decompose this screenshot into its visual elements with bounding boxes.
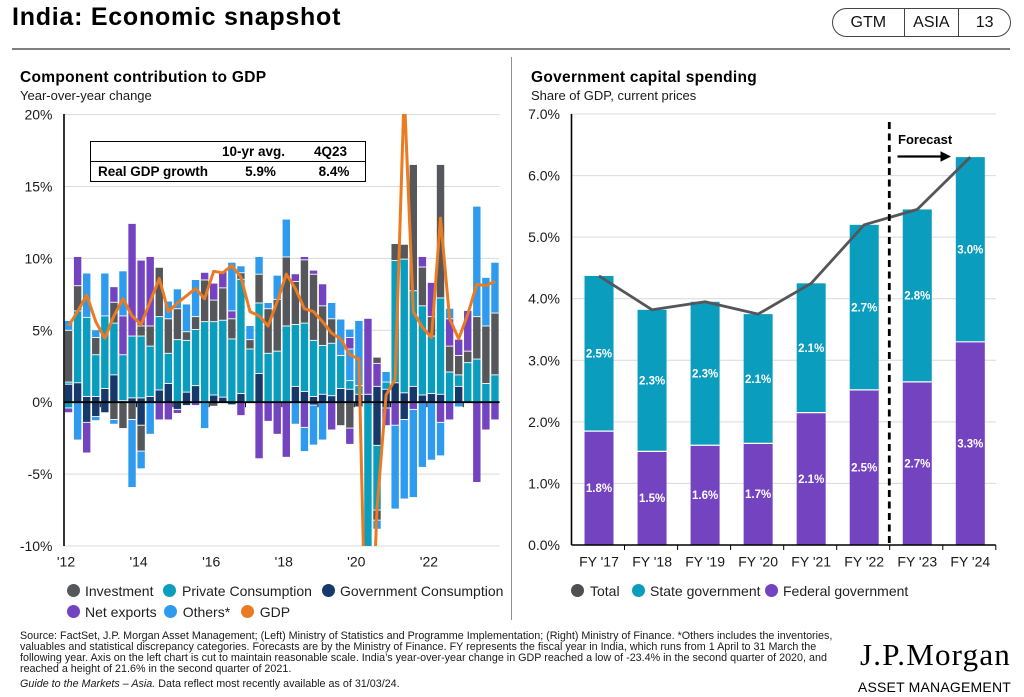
svg-text:1.7%: 1.7% [745,489,771,501]
svg-text:3.0%: 3.0% [957,245,983,257]
svg-text:2.5%: 2.5% [586,349,612,361]
svg-text:FY '18: FY '18 [632,554,672,570]
svg-text:15%: 15% [24,179,52,195]
svg-text:FY '22: FY '22 [844,554,884,570]
svg-text:2.3%: 2.3% [639,376,665,388]
svg-text:5%: 5% [32,322,52,338]
svg-text:FY '17: FY '17 [579,554,619,570]
svg-text:2.1%: 2.1% [798,343,824,355]
svg-text:2.8%: 2.8% [904,291,930,303]
svg-text:2.1%: 2.1% [798,474,824,486]
svg-text:FY '19: FY '19 [685,554,725,570]
svg-text:7.0%: 7.0% [528,106,560,122]
svg-text:FY '24: FY '24 [950,554,990,570]
svg-text:'14: '14 [129,554,147,570]
svg-text:3.3%: 3.3% [957,438,983,450]
svg-text:2.5%: 2.5% [851,462,877,474]
svg-text:-5%: -5% [28,466,53,482]
svg-text:2.7%: 2.7% [851,302,877,314]
svg-text:1.8%: 1.8% [586,483,612,495]
svg-text:1.6%: 1.6% [692,490,718,502]
svg-text:4.0%: 4.0% [528,291,560,307]
svg-text:2.7%: 2.7% [904,458,930,470]
svg-text:3.0%: 3.0% [528,352,560,368]
svg-text:'22: '22 [420,554,438,570]
svg-text:FY '21: FY '21 [791,554,831,570]
svg-text:20%: 20% [24,107,52,123]
svg-text:5.0%: 5.0% [528,229,560,245]
svg-text:FY '23: FY '23 [897,554,937,570]
svg-text:0.0%: 0.0% [528,537,560,553]
svg-text:'12: '12 [57,554,75,570]
svg-text:10%: 10% [24,250,52,266]
svg-text:'16: '16 [202,554,220,570]
svg-text:-10%: -10% [20,538,53,554]
svg-text:1.5%: 1.5% [639,493,665,505]
svg-text:2.1%: 2.1% [745,374,771,386]
svg-text:2.0%: 2.0% [528,414,560,430]
svg-text:0%: 0% [32,394,52,410]
svg-text:'20: '20 [347,554,365,570]
svg-text:2.3%: 2.3% [692,369,718,381]
svg-text:'18: '18 [275,554,293,570]
svg-text:6.0%: 6.0% [528,168,560,184]
svg-text:1.0%: 1.0% [528,475,560,491]
svg-text:FY '20: FY '20 [738,554,778,570]
